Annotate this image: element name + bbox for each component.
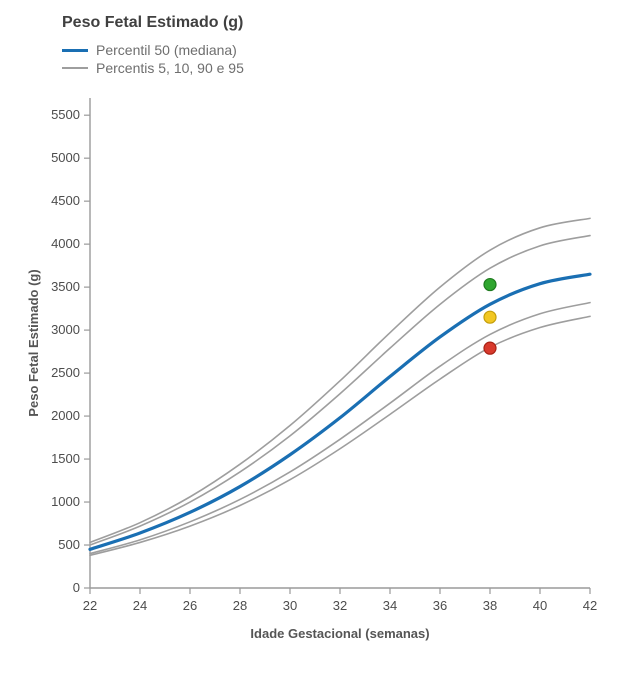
- chart-svg: 0 500 1000 1500 2000 2500 3000 3500 4000 4500 5000…: [20, 88, 604, 648]
- y-tick-label: 4500: [51, 193, 80, 208]
- x-tick-label: 38: [483, 598, 497, 613]
- y-tick-label: 4000: [51, 236, 80, 251]
- series-p5: [90, 316, 590, 555]
- chart-legend: Percentil 50 (mediana) Percentis 5, 10, …: [62, 42, 604, 76]
- x-tick-label: 28: [233, 598, 247, 613]
- y-tick-label: 5500: [51, 107, 80, 122]
- legend-item-median: Percentil 50 (mediana): [62, 42, 604, 58]
- y-tick-label: 2500: [51, 365, 80, 380]
- legend-item-percentiles: Percentis 5, 10, 90 e 95: [62, 60, 604, 76]
- series-p10: [90, 303, 590, 554]
- x-axis-label: Idade Gestacional (semanas): [250, 626, 429, 641]
- y-tick-label: 5000: [51, 150, 80, 165]
- chart-container: Peso Fetal Estimado (g) Percentil 50 (me…: [0, 0, 624, 680]
- legend-swatch-median: [62, 49, 88, 52]
- x-tick-label: 42: [583, 598, 597, 613]
- green-point: [484, 279, 496, 291]
- y-tick-label: 1500: [51, 451, 80, 466]
- red-point: [484, 342, 496, 354]
- legend-swatch-percentiles: [62, 67, 88, 69]
- yellow-point: [484, 311, 496, 323]
- y-tick-label: 500: [58, 537, 80, 552]
- y-tick-label: 0: [73, 580, 80, 595]
- series-p90: [90, 236, 590, 545]
- y-tick-label: 2000: [51, 408, 80, 423]
- y-tick-label: 3000: [51, 322, 80, 337]
- chart-title: Peso Fetal Estimado (g): [62, 14, 604, 32]
- y-tick-label: 1000: [51, 494, 80, 509]
- y-tick-label: 3500: [51, 279, 80, 294]
- y-axis-label: Peso Fetal Estimado (g): [26, 269, 41, 416]
- x-tick-label: 36: [433, 598, 447, 613]
- x-tick-label: 30: [283, 598, 297, 613]
- legend-label-median: Percentil 50 (mediana): [96, 42, 237, 58]
- x-tick-label: 34: [383, 598, 397, 613]
- x-tick-label: 22: [83, 598, 97, 613]
- x-tick-label: 24: [133, 598, 147, 613]
- x-tick-label: 32: [333, 598, 347, 613]
- series-p50: [90, 274, 590, 549]
- series-p95: [90, 218, 590, 542]
- chart-plot: 0 500 1000 1500 2000 2500 3000 3500 4000 4500 5000…: [20, 88, 604, 648]
- x-tick-label: 26: [183, 598, 197, 613]
- legend-label-percentiles: Percentis 5, 10, 90 e 95: [96, 60, 244, 76]
- x-tick-label: 40: [533, 598, 547, 613]
